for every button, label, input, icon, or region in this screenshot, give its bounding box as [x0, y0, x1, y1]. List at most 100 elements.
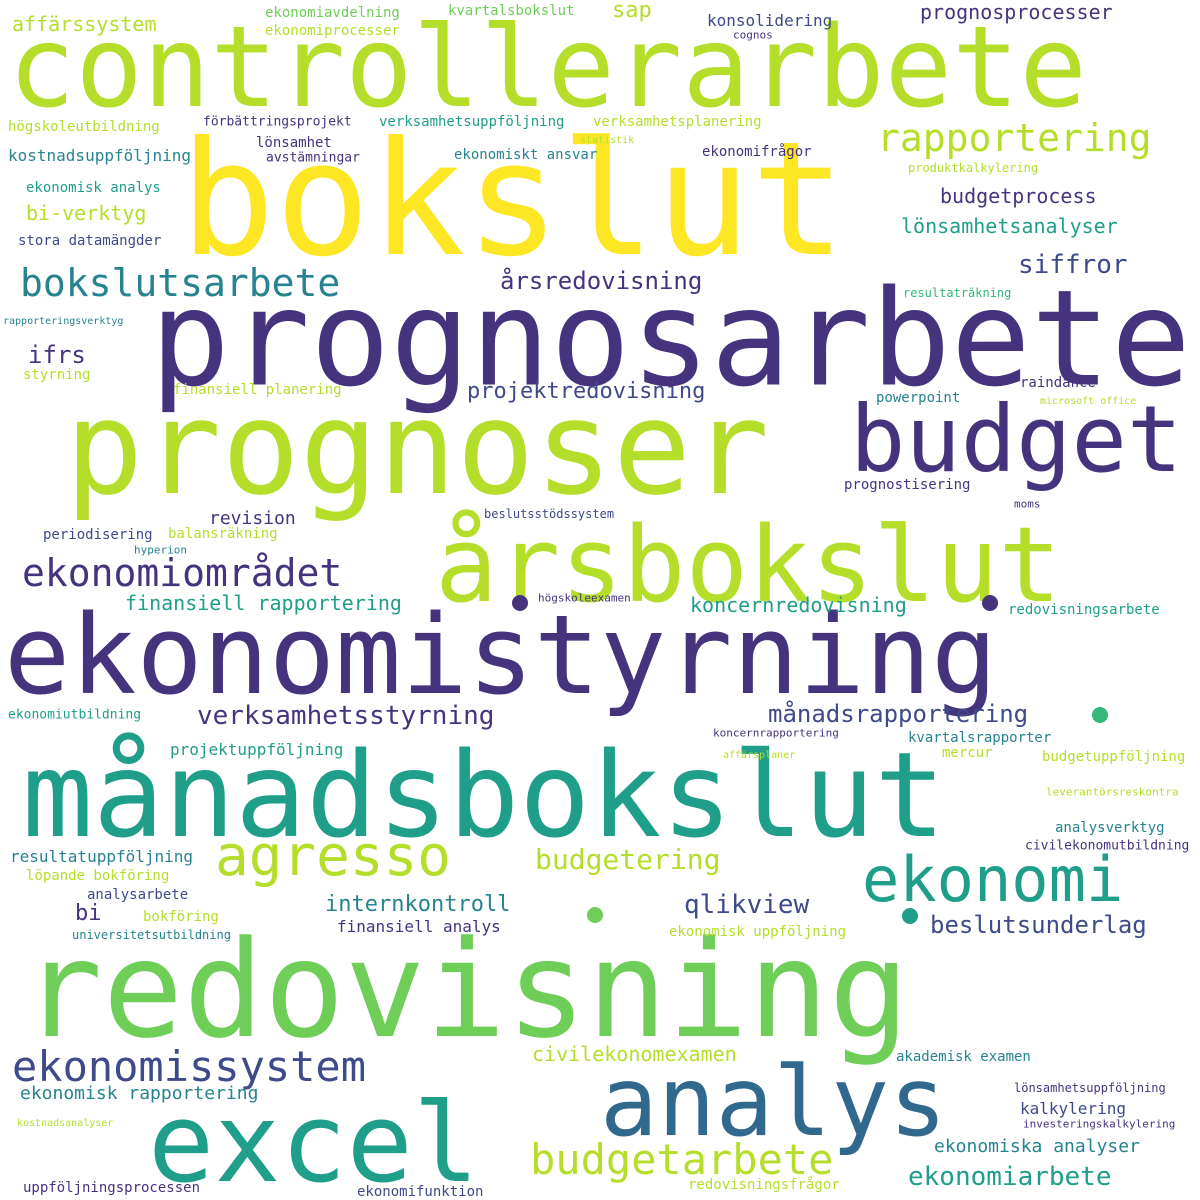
word-manadsbokslut: månadsbokslut — [22, 726, 946, 864]
word-beslutsunderlag: beslutsunderlag — [930, 911, 1147, 939]
word-ekonomiutbildning: ekonomiutbildning — [8, 707, 142, 723]
word-balansrakning: balansräkning — [168, 526, 278, 542]
word-ifrs: ifrs — [28, 341, 86, 369]
word-resultatuppfoljning: resultatuppföljning — [10, 847, 194, 866]
word-excel: excel — [148, 1079, 480, 1200]
word-civilekonomutbildning: civilekonomutbildning — [1025, 838, 1190, 854]
word-mercur: mercur — [942, 745, 993, 761]
word-prognosarbete: prognosarbete — [150, 262, 1191, 417]
word-kostnadsanalyser: kostnadsanalyser — [17, 1118, 114, 1129]
word-hyperion: hyperion — [134, 543, 187, 557]
word-arsbokslut: årsbokslut — [435, 504, 1062, 626]
word-civilekonomexamen: civilekonomexamen — [532, 1042, 737, 1066]
word-analysarbete: analysarbete — [87, 887, 189, 903]
word-ekonomi: ekonomi — [862, 843, 1124, 916]
word-redovisning: redovisning — [22, 912, 910, 1068]
word-ekonomiomradet: ekonomiområdet — [22, 551, 343, 595]
word-bokslutsarbete: bokslutsarbete — [20, 261, 341, 305]
word-statistik: statistik — [580, 135, 635, 146]
word-ekonomiskt-ansvar: ekonomiskt ansvar — [454, 147, 598, 163]
word-prognosprocesser: prognosprocesser — [920, 0, 1113, 24]
decorative-dot — [587, 907, 603, 923]
word-hogskoleexamen: högskoleexamen — [538, 591, 631, 605]
word-lonsamhetsuppfoljning: lönsamhetsuppföljning — [1014, 1081, 1166, 1095]
word-verksamhetsuppfoljning: verksamhetsuppföljning — [379, 114, 565, 130]
decorative-dot — [512, 595, 528, 611]
word-budget: budget — [850, 386, 1183, 493]
word-qlikview: qlikview — [684, 890, 810, 920]
word-kvartalsrapporter: kvartalsrapporter — [908, 730, 1052, 746]
word-bokforing: bokföring — [143, 909, 219, 925]
word-ekonomiska-analyser: ekonomiska analyser — [934, 1136, 1140, 1157]
word-controllerarbete: controllerarbete — [8, 3, 1087, 133]
word-verksamhetsplanering: verksamhetsplanering — [593, 114, 762, 130]
word-revision: revision — [209, 508, 296, 529]
word-lopande-bokforing: löpande bokföring — [26, 868, 170, 884]
word-redovisningsfragor: redovisningsfrågor — [688, 1177, 840, 1193]
word-investeringskalkylering: investeringskalkylering — [1023, 1117, 1176, 1131]
word-microsoft-office: microsoft office — [1040, 396, 1137, 407]
word-lonsamhetsanalyser: lönsamhetsanalyser — [901, 214, 1118, 238]
word-stora-datamangder: stora datamängder — [18, 233, 162, 249]
word-sap: sap — [612, 0, 652, 23]
word-bi-verktyg: bi-verktyg — [26, 201, 147, 225]
word-ekonomistyrning: ekonomistyrning — [4, 591, 998, 719]
word-internkontroll: internkontroll — [325, 892, 511, 917]
word-bi: bi — [75, 901, 102, 926]
word-styrning: styrning — [23, 367, 91, 383]
word-agresso: agresso — [215, 824, 452, 889]
word-verksamhetsstyrning: verksamhetsstyrning — [197, 701, 495, 731]
word-finansiell-rapportering: finansiell rapportering — [125, 591, 402, 615]
word-siffror: siffror — [1018, 250, 1128, 280]
word-koncernredovisning: koncernredovisning — [690, 593, 907, 617]
word-produktkalkylering: produktkalkylering — [908, 161, 1039, 175]
word-bokslut: bokslut — [180, 108, 846, 292]
word-kalkylering: kalkylering — [1020, 1099, 1126, 1118]
word-ekonomifragor: ekonomifrågor — [702, 144, 812, 160]
word-ekonomifunktion: ekonomifunktion — [357, 1184, 484, 1200]
word-ekonomiavdelning: ekonomiavdelning — [265, 5, 400, 21]
word-lonsamhet: lönsamhet — [256, 135, 332, 151]
word-kvartalsbokslut: kvartalsbokslut — [448, 3, 575, 19]
word-raindance: raindance — [1020, 375, 1096, 391]
word-hogskoleutbildning: högskoleutbildning — [8, 119, 160, 135]
word-affarsplaner: affärsplaner — [723, 750, 796, 761]
word-projektredovisning: projektredovisning — [467, 379, 706, 404]
word-leverantorsreskontra: leverantörsreskontra — [1046, 785, 1179, 799]
word-arsredovisning: årsredovisning — [500, 267, 703, 295]
word-rapportering: rapportering — [877, 116, 1152, 160]
word-powerpoint: powerpoint — [876, 390, 961, 406]
decorative-dot — [902, 908, 918, 924]
word-cognos: cognos — [733, 28, 773, 42]
word-prognostisering: prognostisering — [844, 477, 971, 493]
decorative-dot — [982, 595, 998, 611]
word-akademisk-examen: akademisk examen — [896, 1049, 1031, 1065]
word-budgetering: budgetering — [535, 843, 721, 876]
word-koncernrapportering: koncernrapportering — [713, 726, 839, 740]
word-budgetuppfoljning: budgetuppföljning — [1042, 749, 1186, 765]
word-ekonomisk-analys: ekonomisk analys — [26, 180, 161, 196]
word-ekonomisk-rapportering: ekonomisk rapportering — [20, 1083, 259, 1104]
word-projektuppfoljning: projektuppföljning — [170, 740, 344, 759]
word-budgetprocess: budgetprocess — [940, 184, 1097, 208]
word-ekonomiarbete: ekonomiarbete — [908, 1162, 1112, 1192]
word-rapporteringsverktyg: rapporteringsverktyg — [3, 316, 124, 327]
word-manadsrapportering: månadsrapportering — [768, 700, 1029, 728]
word-avstamningar: avstämningar — [266, 150, 360, 166]
word-ekonomisk-uppfoljning: ekonomisk uppföljning — [669, 924, 847, 940]
word-periodisering: periodisering — [43, 527, 153, 543]
word-analysverktyg: analysverktyg — [1055, 820, 1165, 836]
word-moms: moms — [1014, 497, 1041, 511]
word-uppfoljningsprocessen: uppföljningsprocessen — [23, 1180, 201, 1196]
word-forbattringsprojekt: förbättringsprojekt — [203, 114, 352, 130]
word-affarssystem: affärssystem — [12, 12, 157, 36]
word-ekonomissystem: ekonomissystem — [12, 1042, 367, 1091]
word-budgetarbete: budgetarbete — [530, 1135, 834, 1184]
word-beslutsstodssystem: beslutsstödssystem — [484, 507, 615, 521]
word-prognoser: prognoser — [65, 372, 770, 524]
word-redovisningsarbete: redovisningsarbete — [1008, 602, 1160, 618]
word-resultatrakning: resultaträkning — [903, 286, 1012, 300]
word-finansiell-planering: finansiell planering — [173, 382, 342, 398]
decorative-dot — [1092, 707, 1108, 723]
